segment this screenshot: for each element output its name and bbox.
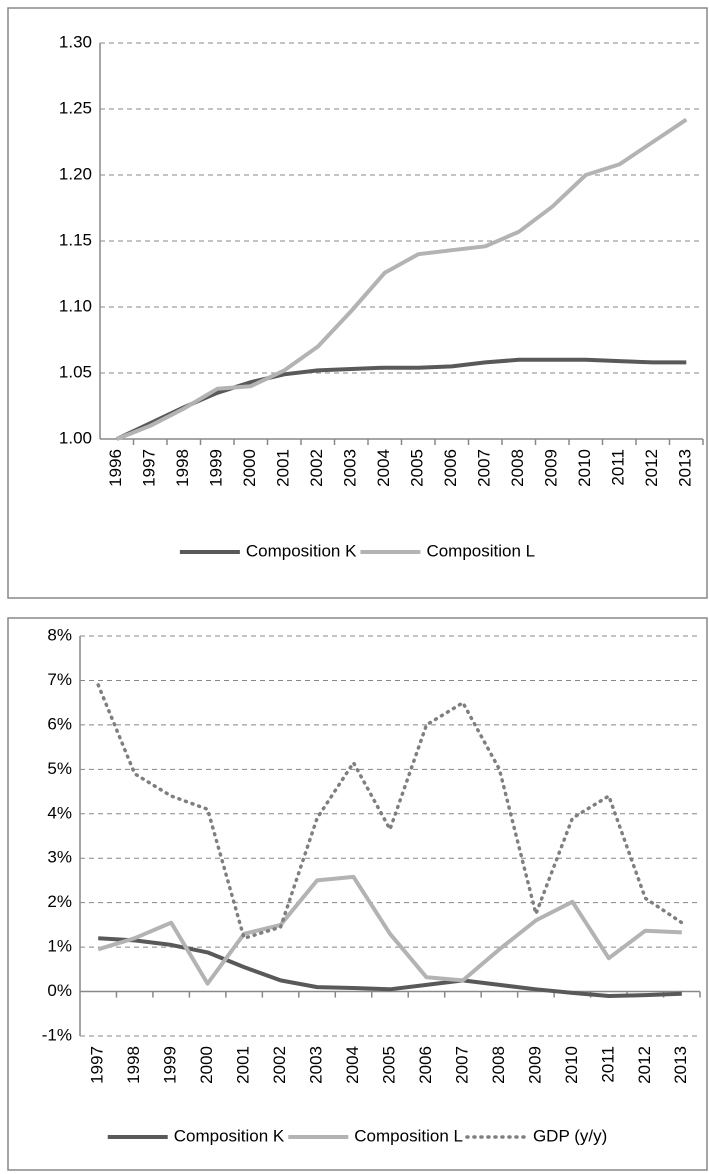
y-tick-label: 2% <box>47 892 72 911</box>
series-line <box>98 936 682 998</box>
legend-label: Composition K <box>246 541 357 560</box>
x-tick-label: 2013 <box>671 1046 690 1084</box>
x-tick-label: 2011 <box>598 1046 617 1083</box>
legend-label: GDP (y/y) <box>533 1126 607 1145</box>
x-tick-label: 2004 <box>343 1046 362 1084</box>
x-tick-label: 2007 <box>475 449 494 487</box>
y-tick-label: 7% <box>47 670 72 689</box>
x-tick-label: 2007 <box>452 1046 471 1084</box>
series-line <box>116 117 688 441</box>
x-tick-label: 2005 <box>408 449 427 487</box>
x-tick-label: 2008 <box>489 1046 508 1084</box>
x-tick-label: 2011 <box>609 449 628 486</box>
series-line <box>97 874 682 986</box>
x-tick-label: 2010 <box>562 1046 581 1084</box>
y-tick-label: 4% <box>47 803 72 822</box>
x-tick-label: 1997 <box>88 1046 107 1084</box>
x-tick-label: 1996 <box>106 449 125 487</box>
y-tick-label: 8% <box>47 625 72 644</box>
legend-label: Composition K <box>174 1126 285 1145</box>
x-tick-label: 2010 <box>575 449 594 487</box>
x-tick-label: 1998 <box>173 449 192 487</box>
y-tick-label: 0% <box>47 981 72 1000</box>
y-tick-label: 3% <box>47 848 72 867</box>
x-tick-label: 1999 <box>161 1046 180 1084</box>
x-tick-label: 2004 <box>374 449 393 487</box>
series-line <box>115 357 687 441</box>
x-tick-label: 2009 <box>525 1046 544 1084</box>
y-tick-label: 1.20 <box>59 164 92 183</box>
x-tick-label: 2006 <box>441 449 460 487</box>
y-tick-label: 1.10 <box>59 296 92 315</box>
x-tick-label: 2000 <box>197 1046 216 1084</box>
y-tick-label: 1.30 <box>59 32 92 51</box>
x-tick-label: 2002 <box>270 1046 289 1084</box>
x-tick-label: 1999 <box>207 449 226 487</box>
series-line <box>96 683 684 940</box>
legend-label: Composition L <box>426 541 535 560</box>
y-tick-label: 1.05 <box>59 362 92 381</box>
y-tick-label: 1.15 <box>59 230 92 249</box>
x-tick-label: 1998 <box>124 1046 143 1084</box>
y-tick-label: 1.00 <box>59 428 92 447</box>
x-tick-label: 2013 <box>676 449 695 487</box>
x-tick-label: 2002 <box>307 449 326 487</box>
legend-label: Composition L <box>354 1126 463 1145</box>
x-tick-label: 2001 <box>274 449 293 487</box>
x-tick-label: 2005 <box>379 1046 398 1084</box>
x-tick-label: 2012 <box>635 1046 654 1084</box>
x-tick-label: 2003 <box>341 449 360 487</box>
x-tick-label: 2000 <box>240 449 259 487</box>
x-tick-label: 2008 <box>508 449 527 487</box>
x-tick-label: 2009 <box>542 449 561 487</box>
y-tick-label: -1% <box>42 1025 72 1044</box>
y-tick-label: 6% <box>47 714 72 733</box>
x-tick-label: 2006 <box>416 1046 435 1084</box>
x-tick-label: 2003 <box>307 1046 326 1084</box>
x-tick-label: 1997 <box>140 449 159 487</box>
x-tick-label: 2001 <box>234 1046 253 1084</box>
y-tick-label: 5% <box>47 759 72 778</box>
y-tick-label: 1% <box>47 937 72 956</box>
y-tick-label: 1.25 <box>59 98 92 117</box>
chart-frame <box>7 617 708 1171</box>
x-tick-label: 2012 <box>642 449 661 487</box>
